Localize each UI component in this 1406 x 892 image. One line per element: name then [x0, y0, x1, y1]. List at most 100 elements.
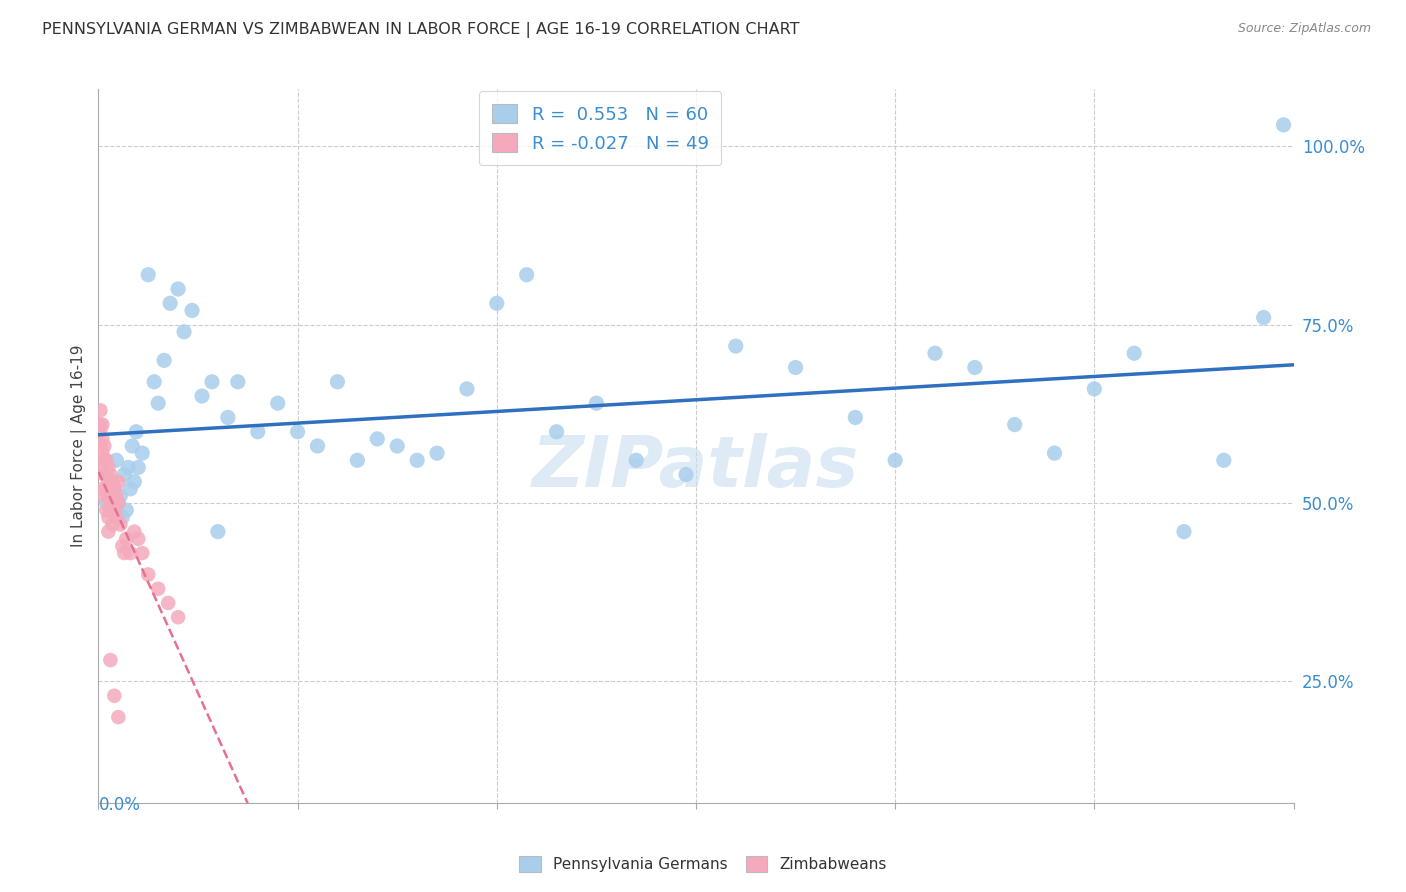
- Point: [107, 475, 129, 489]
- Point: [115, 532, 138, 546]
- Point: [131, 446, 153, 460]
- Point: [97, 489, 120, 503]
- Point: [924, 346, 946, 360]
- Point: [1212, 453, 1234, 467]
- Point: [105, 510, 128, 524]
- Point: [97, 524, 120, 539]
- Point: [267, 396, 290, 410]
- Point: [98, 475, 122, 489]
- Point: [93, 453, 115, 467]
- Point: [93, 467, 115, 482]
- Point: [89, 417, 111, 432]
- Point: [626, 453, 648, 467]
- Point: [98, 653, 122, 667]
- Point: [167, 610, 190, 624]
- Point: [963, 360, 986, 375]
- Point: [121, 439, 143, 453]
- Point: [89, 425, 111, 439]
- Point: [1083, 382, 1105, 396]
- Point: [516, 268, 538, 282]
- Point: [143, 375, 166, 389]
- Point: [159, 296, 181, 310]
- Point: [101, 496, 124, 510]
- Point: [124, 475, 146, 489]
- Point: [1253, 310, 1275, 325]
- Legend: R =  0.553   N = 60, R = -0.027   N = 49: R = 0.553 N = 60, R = -0.027 N = 49: [479, 91, 721, 165]
- Point: [96, 496, 118, 510]
- Point: [127, 532, 149, 546]
- Point: [89, 439, 111, 453]
- Point: [385, 439, 409, 453]
- Point: [406, 453, 429, 467]
- Point: [98, 482, 122, 496]
- Point: [485, 296, 508, 310]
- Point: [112, 467, 135, 482]
- Point: [1123, 346, 1146, 360]
- Point: [366, 432, 388, 446]
- Point: [103, 482, 125, 496]
- Point: [844, 410, 866, 425]
- Point: [287, 425, 309, 439]
- Point: [105, 453, 128, 467]
- Point: [110, 517, 132, 532]
- Point: [724, 339, 747, 353]
- Point: [546, 425, 568, 439]
- Point: [91, 446, 114, 460]
- Point: [125, 425, 148, 439]
- Point: [97, 475, 120, 489]
- Point: [103, 503, 125, 517]
- Point: [110, 489, 132, 503]
- Point: [98, 467, 122, 482]
- Point: [120, 546, 142, 560]
- Point: [93, 439, 115, 453]
- Point: [207, 524, 229, 539]
- Point: [1272, 118, 1295, 132]
- Point: [181, 303, 204, 318]
- Point: [127, 460, 149, 475]
- Point: [157, 596, 180, 610]
- Point: [136, 567, 159, 582]
- Text: 0.0%: 0.0%: [98, 796, 141, 814]
- Point: [91, 460, 114, 475]
- Point: [226, 375, 249, 389]
- Point: [91, 482, 114, 496]
- Point: [1173, 524, 1195, 539]
- Point: [115, 503, 138, 517]
- Point: [111, 539, 134, 553]
- Point: [153, 353, 176, 368]
- Point: [785, 360, 807, 375]
- Point: [103, 689, 125, 703]
- Point: [117, 460, 139, 475]
- Point: [105, 489, 128, 503]
- Point: [148, 396, 170, 410]
- Point: [107, 496, 129, 510]
- Text: PENNSYLVANIA GERMAN VS ZIMBABWEAN IN LABOR FORCE | AGE 16-19 CORRELATION CHART: PENNSYLVANIA GERMAN VS ZIMBABWEAN IN LAB…: [42, 22, 800, 38]
- Point: [91, 432, 114, 446]
- Point: [426, 446, 449, 460]
- Point: [96, 453, 118, 467]
- Point: [1004, 417, 1026, 432]
- Point: [246, 425, 269, 439]
- Point: [1043, 446, 1066, 460]
- Point: [103, 482, 125, 496]
- Point: [112, 546, 135, 560]
- Point: [173, 325, 195, 339]
- Point: [96, 467, 118, 482]
- Point: [201, 375, 224, 389]
- Y-axis label: In Labor Force | Age 16-19: In Labor Force | Age 16-19: [72, 344, 87, 548]
- Point: [97, 460, 120, 475]
- Point: [89, 403, 111, 417]
- Point: [675, 467, 697, 482]
- Point: [148, 582, 170, 596]
- Point: [96, 503, 118, 517]
- Point: [91, 417, 114, 432]
- Point: [167, 282, 190, 296]
- Legend: Pennsylvania Germans, Zimbabweans: Pennsylvania Germans, Zimbabweans: [512, 848, 894, 880]
- Point: [107, 710, 129, 724]
- Point: [884, 453, 907, 467]
- Point: [101, 475, 124, 489]
- Point: [111, 510, 134, 524]
- Point: [120, 482, 142, 496]
- Point: [326, 375, 349, 389]
- Point: [97, 510, 120, 524]
